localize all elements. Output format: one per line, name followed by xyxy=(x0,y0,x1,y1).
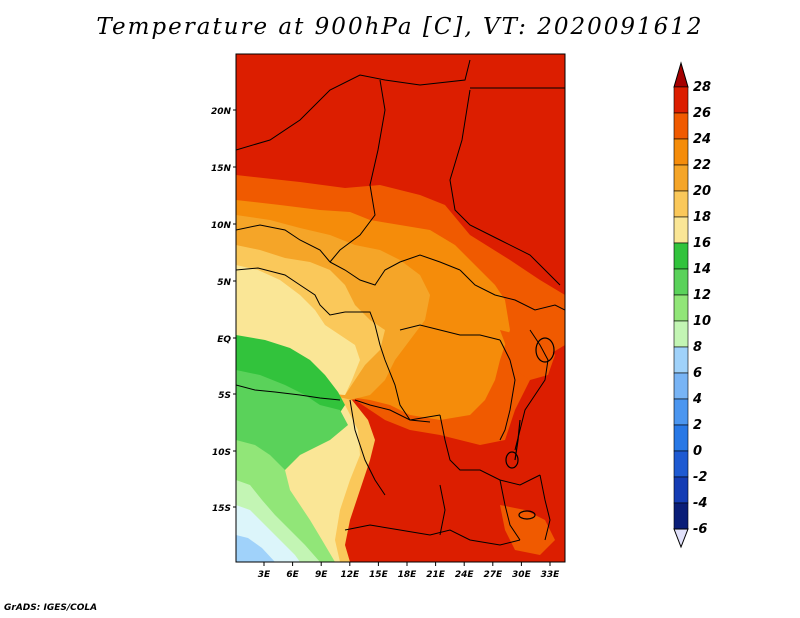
colorbar-top-arrow xyxy=(673,61,689,88)
lat-label: 10N xyxy=(211,221,232,231)
colorbar-swatch xyxy=(673,502,689,530)
colorbar-label: 24 xyxy=(693,132,711,147)
lon-label: 9E xyxy=(315,570,328,580)
colorbar-label: 6 xyxy=(693,366,702,381)
colorbar-label: 8 xyxy=(693,340,702,355)
lon-label: 27E xyxy=(483,570,503,580)
colorbar-label: -2 xyxy=(693,470,707,485)
colorbar-swatch xyxy=(673,424,689,452)
lon-label: 15E xyxy=(369,570,389,580)
colorbar-label: 28 xyxy=(693,80,711,95)
colorbar-swatch xyxy=(673,138,689,166)
colorbar-swatch xyxy=(673,164,689,192)
map-frame xyxy=(235,53,566,563)
colorbar-swatch xyxy=(673,450,689,478)
colorbar-label: 16 xyxy=(693,236,711,251)
colorbar-label: 26 xyxy=(693,106,711,121)
lat-label: EQ xyxy=(217,335,231,345)
field-south-orange xyxy=(500,505,555,555)
lat-label: 15N xyxy=(211,164,232,174)
colorbar-swatch xyxy=(673,320,689,348)
colorbar-bottom-arrow xyxy=(673,528,689,549)
colorbar-label: 18 xyxy=(693,210,711,225)
colorbar-swatch xyxy=(673,398,689,426)
lon-label: 12E xyxy=(340,570,360,580)
colorbar-swatch xyxy=(673,86,689,114)
lon-label: 3E xyxy=(258,570,271,580)
colorbar-label: 14 xyxy=(693,262,711,277)
colorbar-swatch xyxy=(673,476,689,504)
lon-label: 21E xyxy=(426,570,446,580)
colorbar-label: 0 xyxy=(693,444,702,459)
colorbar-label: 2 xyxy=(693,418,702,433)
colorbar-label: 10 xyxy=(693,314,711,329)
colorbar-label: -4 xyxy=(693,496,707,511)
field-east-orange xyxy=(500,330,555,380)
lon-label: 30E xyxy=(512,570,532,580)
colorbar-swatch xyxy=(673,346,689,374)
lon-label: 18E xyxy=(398,570,418,580)
lon-label: 24E xyxy=(455,570,475,580)
temperature-field xyxy=(236,54,565,562)
colorbar-swatch xyxy=(673,372,689,400)
latitude-labels: 20N 15N 10N 5N EQ 5S 10S 15S xyxy=(211,107,236,514)
colorbar-label: 12 xyxy=(693,288,711,303)
colorbar-swatch xyxy=(673,216,689,244)
longitude-labels: 3E 6E 9E 12E 15E 18E 21E 24E 27E 30E 33E xyxy=(258,562,560,580)
map-title: Temperature at 900hPa [C], VT: 202009161… xyxy=(96,14,704,40)
lat-label: 10S xyxy=(212,448,231,458)
colorbar-label: 4 xyxy=(692,392,702,407)
colorbar-label: -6 xyxy=(693,522,707,537)
grads-credit: GrADS: IGES/COLA xyxy=(4,603,98,613)
colorbar-swatch xyxy=(673,294,689,322)
colorbar-label: 22 xyxy=(693,158,711,173)
lakes xyxy=(505,337,555,520)
colorbar-swatch xyxy=(673,190,689,218)
country-borders xyxy=(236,59,565,546)
lon-label: 6E xyxy=(286,570,299,580)
lon-label: 33E xyxy=(541,570,561,580)
colorbar-swatch xyxy=(673,242,689,270)
colorbar-swatch xyxy=(673,112,689,140)
field-light-blue xyxy=(236,535,275,562)
colorbar-label: 20 xyxy=(693,184,711,199)
lat-label: 5N xyxy=(217,278,231,288)
lat-label: 20N xyxy=(211,107,232,117)
lat-label: 15S xyxy=(212,504,231,514)
colorbar-swatch xyxy=(673,268,689,296)
lat-label: 5S xyxy=(218,391,231,401)
